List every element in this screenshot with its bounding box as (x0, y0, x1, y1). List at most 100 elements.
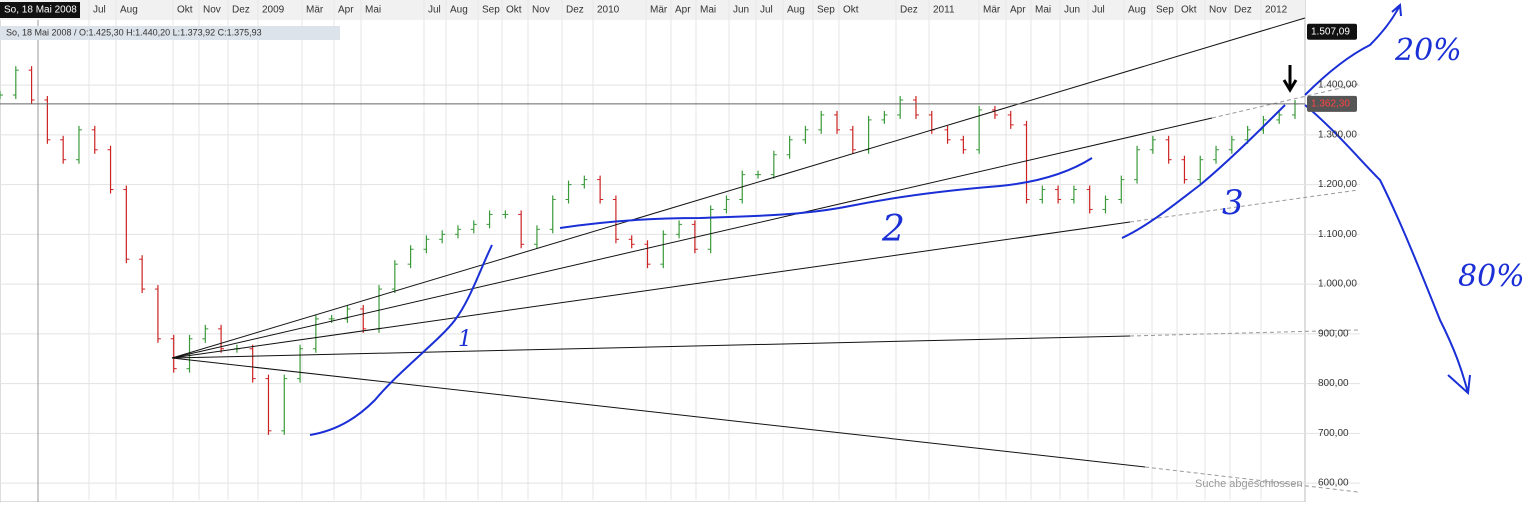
ohlc-bar (897, 96, 904, 119)
ohlc-bar (202, 324, 209, 343)
hand-stroke (1304, 2, 1402, 96)
fan-line (1211, 83, 1359, 119)
ohlc-bar (1023, 120, 1030, 204)
ohlc-bar (597, 175, 604, 204)
fan-line (1129, 329, 1359, 337)
x-tick-label: Mai (1035, 5, 1051, 16)
ohlc-bar (549, 195, 556, 234)
ohlc-bar (123, 185, 130, 264)
ohlc-bar (0, 91, 3, 100)
hand-stroke (559, 157, 1093, 229)
y-tick-label: 700,00 (1318, 428, 1349, 439)
x-tick-label: Nov (532, 5, 550, 16)
y-tick-label: 900,00 (1318, 328, 1349, 339)
x-tick-label: Mär (650, 5, 668, 16)
ohlc-bar (265, 374, 272, 435)
ohlc-bar (628, 235, 635, 249)
annotation: 3 (1222, 183, 1244, 223)
ohlc-bar (1213, 145, 1220, 164)
fan-line (171, 17, 1306, 359)
ohlc-bar (1276, 110, 1283, 124)
ohlc-bar (676, 220, 683, 239)
ohlc-bar (28, 66, 35, 104)
hand-drawing (309, 2, 1471, 436)
price-badge-label: 1.507,09 (1311, 26, 1350, 37)
ohlc-bar (249, 344, 256, 383)
x-tick-label: 2012 (1265, 5, 1288, 16)
x-tick-label: Okt (506, 5, 522, 16)
x-tick-label: Nov (203, 5, 221, 16)
grid (0, 0, 1360, 500)
ohlc-bar (407, 245, 414, 269)
ohlc-bar (439, 230, 446, 244)
ohlc-bar (1181, 155, 1188, 184)
y-tick-label: 600,00 (1318, 478, 1349, 489)
ohlc-bar (644, 240, 651, 269)
x-tick-label: Okt (177, 5, 193, 16)
ohlc-bar (1070, 185, 1077, 204)
annotation: 20% (1394, 33, 1462, 68)
x-tick-label: Sep (1156, 5, 1174, 16)
x-tick-label: Dez (900, 5, 918, 16)
x-tick-label: Jun (733, 5, 749, 16)
x-tick-label: Mai (365, 5, 381, 16)
arrow (1282, 65, 1298, 93)
x-tick-label: Nov (1209, 5, 1227, 16)
ohlc-bar (723, 195, 730, 214)
fan-line (1144, 466, 1359, 493)
ohlc-bar (691, 220, 698, 254)
ohlc-bar (154, 285, 161, 343)
x-tick-label: Okt (843, 5, 859, 16)
ohlc-bar (170, 334, 177, 373)
ohlc-bar (91, 125, 98, 154)
x-tick-label: Mai (700, 5, 716, 16)
x-tick-label: 2011 (933, 5, 955, 16)
ohlc-bar (707, 205, 714, 254)
ohlc-bar (1055, 185, 1062, 204)
ohlc-bar (565, 180, 572, 204)
ohlc-bar (518, 210, 525, 249)
ohlc-bar (502, 210, 509, 219)
x-tick-label: Jul (760, 5, 773, 16)
x-tick-label: Apr (675, 5, 691, 16)
ohlc-bar (912, 96, 919, 119)
ohlc-bar (533, 225, 540, 249)
ohlc-bar (454, 225, 461, 239)
ohlc-bar (991, 105, 998, 119)
price-badge (1307, 23, 1357, 40)
annotation: 1 (458, 327, 472, 352)
x-tick-label: Jul (93, 5, 106, 16)
x-tick-label: Aug (120, 5, 138, 16)
x-tick-label: Apr (1010, 5, 1026, 16)
fan-line (171, 117, 1213, 359)
ohlc-bar (786, 135, 793, 159)
ohlc-bar (849, 125, 856, 154)
fan-line (171, 221, 1131, 359)
info: So, 18 Mai 2008 / O:1.425,30 H:1.440,20 … (6, 27, 262, 37)
ohlc-bar (1102, 195, 1109, 214)
y-tick-label: 800,00 (1318, 378, 1349, 389)
x-tick-label: Mär (306, 5, 324, 16)
y-tick-label: 1.100,00 (1318, 229, 1357, 240)
ohlc-bar (660, 230, 667, 269)
x-tick-label: Sep (482, 5, 500, 16)
ohlc-bar (1197, 155, 1204, 184)
y-tick-label: 1.200,00 (1318, 179, 1357, 190)
ohlc-bar (1086, 185, 1093, 214)
x-tick-label: Aug (787, 5, 805, 16)
ohlc-bar (976, 105, 983, 154)
ohlc-bar (818, 110, 825, 134)
x-tick-label: Jul (428, 5, 441, 16)
status: Suche abgeschlossen (1195, 478, 1303, 490)
ohlc-bar (612, 195, 619, 244)
ohlc-bar (281, 374, 288, 435)
info-bg (0, 26, 340, 40)
fan-line (171, 335, 1131, 359)
ohlc-bar (107, 145, 114, 194)
ohlc-bar (75, 125, 82, 164)
ohlc-bar (391, 260, 398, 294)
date-badge-bg (0, 2, 80, 18)
x-tick-label: Apr (338, 5, 354, 16)
y-tick-label: 1.000,00 (1318, 279, 1357, 290)
